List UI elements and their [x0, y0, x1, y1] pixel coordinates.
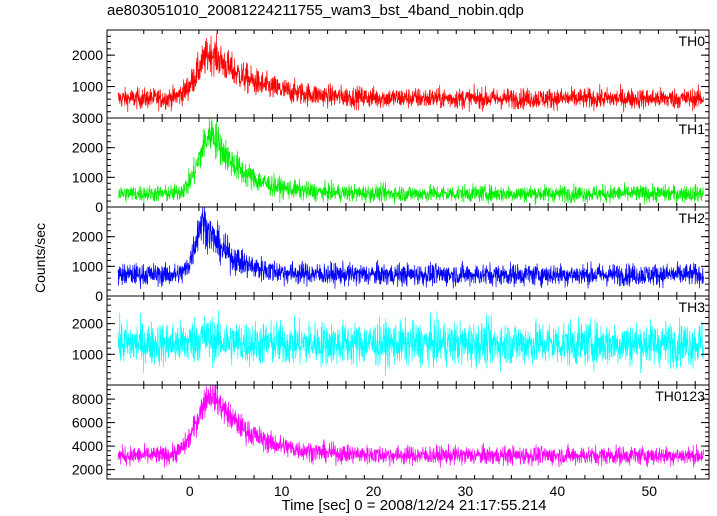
series-line-th0123	[117, 385, 704, 468]
panel-label-th0123: TH0123	[655, 388, 705, 404]
y-tick-label: 6000	[72, 415, 103, 431]
panel-th3: 1000 2000 TH3	[72, 295, 710, 386]
y-tick-label: 1000	[72, 258, 103, 274]
y-tick-label: 1000	[72, 169, 103, 185]
series-line-th3	[117, 310, 704, 377]
y-tick-label: 0	[95, 199, 103, 215]
panel-label-th1: TH1	[679, 121, 706, 137]
y-tick-label: 8000	[72, 391, 103, 407]
y-tick-label: 2000	[72, 47, 103, 63]
panel-label-th2: TH2	[679, 210, 706, 226]
y-tick-label: 2000	[72, 140, 103, 156]
x-tick-label: 40	[550, 483, 566, 499]
panel-th0123: 2000 4000 6000 8000 TH0123	[72, 384, 710, 480]
y-tick-label: 1000	[72, 346, 103, 362]
series-line-th1	[117, 118, 704, 206]
y-tick-label: 2000	[72, 229, 103, 245]
series-line-th2	[117, 207, 704, 289]
x-axis-label: Time [sec] 0 = 2008/12/24 21:17:55.214	[281, 497, 547, 514]
x-tick-label: 50	[641, 483, 657, 499]
y-tick-label: 0	[95, 288, 103, 304]
panel-th2: 0 1000 2000 TH2	[72, 206, 710, 304]
x-tick-label: 0	[186, 483, 194, 499]
panel-th1: 0 1000 2000 3000 TH1	[72, 110, 710, 215]
chart-title: ae803051010_20081224211755_wam3_bst_4ban…	[107, 2, 524, 19]
x-tick-label: 30	[458, 483, 474, 499]
y-tick-label: 3000	[72, 110, 103, 126]
y-tick-label: 4000	[72, 438, 103, 454]
panel-frame	[106, 206, 710, 297]
y-tick-label: 2000	[72, 316, 103, 332]
y-tick-label: 2000	[72, 462, 103, 478]
series-line-th0	[117, 33, 704, 113]
x-tick-label: 20	[366, 483, 382, 499]
y-tick-label: 1000	[72, 79, 103, 95]
panel-th0: 1000 2000 TH0	[72, 29, 710, 119]
panel-frame	[106, 384, 710, 480]
x-tick-label: 10	[274, 483, 290, 499]
panel-label-th3: TH3	[679, 299, 706, 315]
panel-label-th0: TH0	[679, 33, 706, 49]
